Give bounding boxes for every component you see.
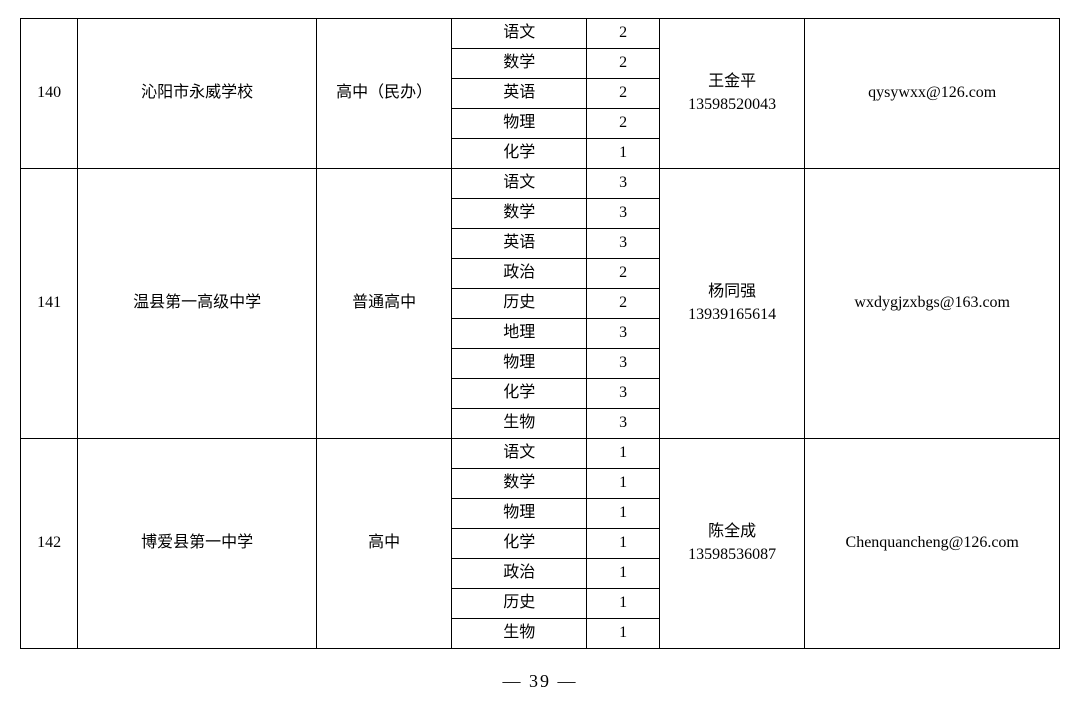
subject-cell: 语文 — [452, 169, 587, 199]
count-cell: 2 — [587, 49, 660, 79]
subject-cell: 生物 — [452, 619, 587, 649]
count-cell: 3 — [587, 229, 660, 259]
subject-cell: 历史 — [452, 289, 587, 319]
count-cell: 2 — [587, 289, 660, 319]
subject-cell: 语文 — [452, 19, 587, 49]
count-cell: 1 — [587, 139, 660, 169]
count-cell: 2 — [587, 19, 660, 49]
subject-cell: 数学 — [452, 49, 587, 79]
count-cell: 1 — [587, 529, 660, 559]
type-cell: 高中 — [317, 439, 452, 649]
subject-cell: 英语 — [452, 229, 587, 259]
school-cell: 沁阳市永威学校 — [78, 19, 317, 169]
subject-cell: 数学 — [452, 199, 587, 229]
school-cell: 温县第一高级中学 — [78, 169, 317, 439]
subject-cell: 语文 — [452, 439, 587, 469]
contact-cell: 陈全成13598536087 — [659, 439, 804, 649]
count-cell: 1 — [587, 469, 660, 499]
count-cell: 2 — [587, 259, 660, 289]
seq-cell: 141 — [21, 169, 78, 439]
email-cell: wxdygjzxbgs@163.com — [805, 169, 1060, 439]
subject-cell: 化学 — [452, 139, 587, 169]
count-cell: 1 — [587, 499, 660, 529]
subject-cell: 政治 — [452, 559, 587, 589]
subject-cell: 生物 — [452, 409, 587, 439]
count-cell: 1 — [587, 559, 660, 589]
school-cell: 博爱县第一中学 — [78, 439, 317, 649]
email-cell: qysywxx@126.com — [805, 19, 1060, 169]
subject-cell: 物理 — [452, 499, 587, 529]
subject-cell: 物理 — [452, 349, 587, 379]
count-cell: 2 — [587, 79, 660, 109]
type-cell: 高中（民办） — [317, 19, 452, 169]
table-row: 141温县第一高级中学普通高中语文3杨同强13939165614wxdygjzx… — [21, 169, 1060, 199]
count-cell: 3 — [587, 199, 660, 229]
subject-cell: 化学 — [452, 529, 587, 559]
subject-cell: 物理 — [452, 109, 587, 139]
contact-cell: 王金平13598520043 — [659, 19, 804, 169]
subject-cell: 英语 — [452, 79, 587, 109]
type-cell: 普通高中 — [317, 169, 452, 439]
table-row: 142博爱县第一中学高中语文1陈全成13598536087Chenquanche… — [21, 439, 1060, 469]
count-cell: 1 — [587, 589, 660, 619]
count-cell: 3 — [587, 379, 660, 409]
page-number: — 39 — — [20, 671, 1060, 692]
seq-cell: 140 — [21, 19, 78, 169]
count-cell: 1 — [587, 619, 660, 649]
subject-cell: 化学 — [452, 379, 587, 409]
count-cell: 3 — [587, 169, 660, 199]
count-cell: 2 — [587, 109, 660, 139]
subject-cell: 数学 — [452, 469, 587, 499]
count-cell: 3 — [587, 319, 660, 349]
email-cell: Chenquancheng@126.com — [805, 439, 1060, 649]
count-cell: 3 — [587, 409, 660, 439]
subject-cell: 地理 — [452, 319, 587, 349]
recruitment-table: 140沁阳市永威学校高中（民办）语文2王金平13598520043qysywxx… — [20, 18, 1060, 649]
count-cell: 3 — [587, 349, 660, 379]
table-row: 140沁阳市永威学校高中（民办）语文2王金平13598520043qysywxx… — [21, 19, 1060, 49]
subject-cell: 政治 — [452, 259, 587, 289]
contact-cell: 杨同强13939165614 — [659, 169, 804, 439]
seq-cell: 142 — [21, 439, 78, 649]
subject-cell: 历史 — [452, 589, 587, 619]
count-cell: 1 — [587, 439, 660, 469]
